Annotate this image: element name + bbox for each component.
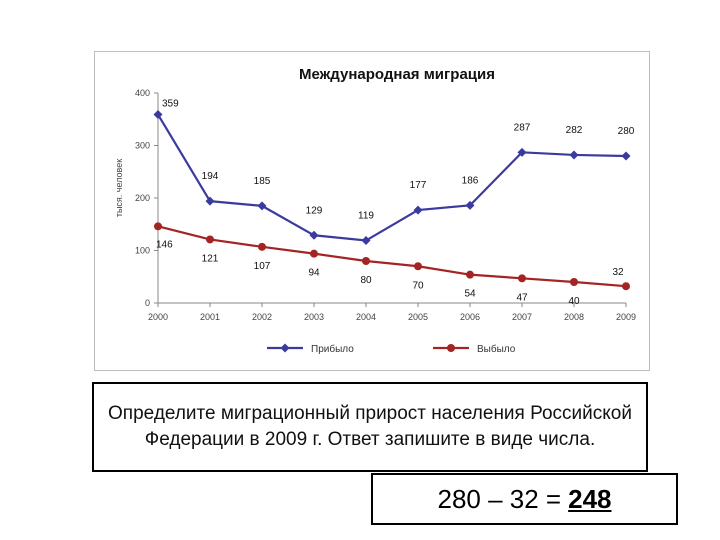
data-label: 186 — [462, 175, 479, 186]
data-label: 94 — [308, 268, 320, 279]
data-label: 287 — [514, 122, 531, 133]
legend-label: Прибыло — [311, 343, 354, 355]
x-tick-label: 2003 — [304, 312, 324, 322]
y-tick-label: 200 — [135, 193, 150, 203]
y-tick-label: 0 — [145, 298, 150, 308]
data-point-marker — [518, 274, 526, 283]
x-tick-label: 2007 — [512, 312, 532, 322]
data-point-marker — [310, 249, 318, 258]
data-point-marker — [154, 222, 162, 231]
data-label: 185 — [254, 176, 271, 187]
data-point-marker — [258, 242, 266, 251]
data-label: 119 — [358, 211, 374, 222]
data-point-marker — [361, 236, 371, 246]
data-point-marker — [205, 196, 215, 206]
data-label: 70 — [412, 280, 424, 291]
y-tick-label: 400 — [135, 88, 150, 98]
data-label: 359 — [162, 99, 179, 110]
y-tick-label: 300 — [135, 141, 150, 151]
data-label: 194 — [202, 171, 219, 182]
answer-result: 248 — [568, 483, 612, 514]
data-point-marker — [569, 150, 579, 160]
data-label: 54 — [464, 289, 476, 300]
answer-box: 280 – 32 = 248 — [371, 473, 678, 525]
series-line-1 — [157, 113, 627, 242]
data-point-marker — [362, 257, 370, 265]
x-tick-label: 2008 — [564, 312, 584, 322]
data-point-marker — [465, 200, 475, 210]
data-label: 107 — [254, 261, 271, 272]
question-box: Определите миграционный прирост населени… — [92, 382, 648, 472]
data-point-marker — [622, 282, 630, 291]
series-line-2 — [157, 225, 627, 288]
question-text: Определите миграционный прирост населени… — [108, 403, 632, 450]
data-point-marker — [413, 205, 423, 215]
x-tick-label: 2002 — [252, 312, 272, 322]
data-point-marker — [414, 262, 422, 271]
data-label: 177 — [410, 180, 427, 191]
y-tick-label: 100 — [135, 246, 150, 256]
chart-svg: Международная миграция 0 100 200 300 400 тыся.… — [114, 66, 636, 355]
data-point-marker — [153, 110, 163, 120]
y-axis-title: тыся. человек — [114, 159, 124, 217]
x-tick-label: 2001 — [200, 312, 220, 322]
chart-frame: Международная миграция 0 100 200 300 400 тыся.… — [94, 51, 650, 371]
data-label: 146 — [156, 239, 173, 250]
answer-expression: 280 – 32 = — [437, 483, 562, 514]
data-point-marker — [309, 230, 319, 240]
data-point-marker — [466, 270, 474, 279]
data-label: 280 — [618, 126, 635, 137]
data-label: 129 — [306, 205, 323, 216]
chart-title: Международная миграция — [299, 66, 495, 83]
x-tick-label: 2006 — [460, 312, 480, 322]
x-tick-label: 2000 — [148, 312, 168, 322]
data-label: 80 — [360, 275, 372, 286]
data-label: 32 — [612, 267, 624, 278]
legend-swatch-marker — [280, 343, 290, 353]
data-point-marker — [517, 147, 527, 157]
x-tick-label: 2004 — [356, 312, 376, 322]
data-point-marker — [570, 278, 578, 286]
data-point-marker — [257, 201, 267, 211]
data-label: 47 — [516, 292, 528, 303]
x-tick-label: 2005 — [408, 312, 428, 322]
data-label: 282 — [566, 125, 583, 136]
legend-swatch-marker — [447, 344, 455, 352]
data-point-marker — [621, 151, 631, 161]
data-label: 121 — [202, 253, 219, 264]
data-point-marker — [206, 235, 214, 244]
legend-label: Выбыло — [477, 343, 516, 355]
data-label: 40 — [568, 296, 580, 307]
x-tick-label: 2009 — [616, 312, 636, 322]
